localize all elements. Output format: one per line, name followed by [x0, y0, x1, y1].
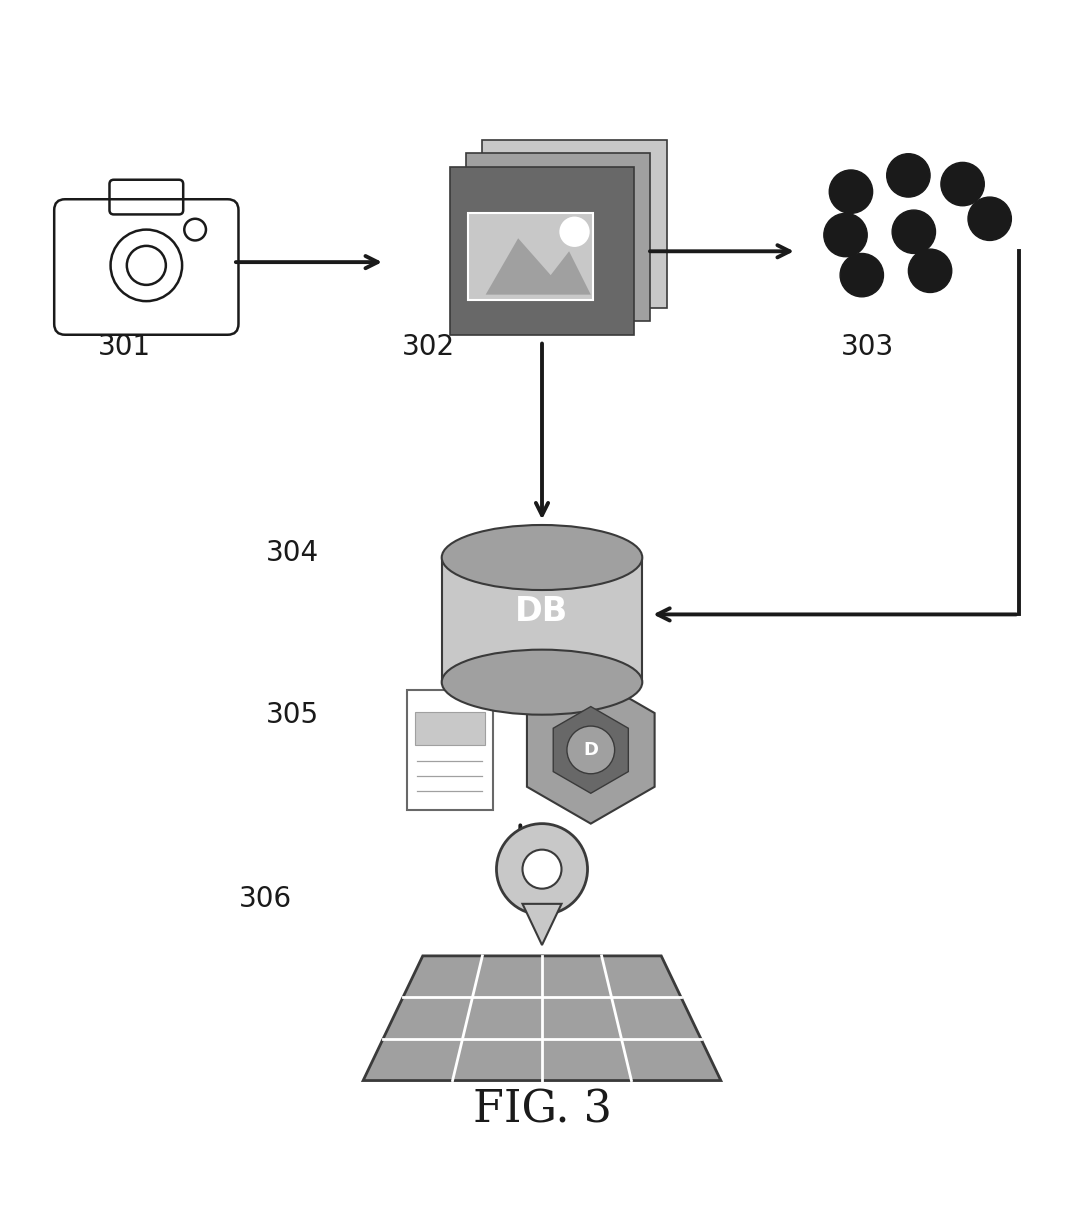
Text: 303: 303	[840, 333, 894, 361]
Circle shape	[567, 726, 615, 773]
Ellipse shape	[442, 525, 642, 590]
FancyBboxPatch shape	[415, 713, 485, 744]
Circle shape	[840, 253, 883, 297]
Circle shape	[496, 823, 588, 915]
Circle shape	[824, 213, 867, 257]
Text: 305: 305	[266, 702, 320, 730]
Polygon shape	[363, 956, 721, 1080]
Circle shape	[892, 209, 935, 253]
Text: DB: DB	[515, 594, 569, 627]
Text: FIG. 3: FIG. 3	[473, 1088, 611, 1132]
Circle shape	[908, 250, 952, 292]
FancyBboxPatch shape	[466, 153, 650, 322]
Text: 302: 302	[401, 333, 455, 361]
Circle shape	[941, 162, 984, 206]
Polygon shape	[527, 676, 655, 823]
Circle shape	[887, 153, 930, 197]
Text: 304: 304	[266, 538, 320, 566]
Polygon shape	[553, 706, 629, 793]
FancyBboxPatch shape	[468, 213, 593, 300]
FancyBboxPatch shape	[450, 167, 634, 335]
Polygon shape	[522, 904, 562, 945]
Ellipse shape	[442, 649, 642, 715]
Circle shape	[522, 850, 562, 889]
FancyBboxPatch shape	[482, 140, 667, 308]
Polygon shape	[486, 239, 591, 295]
Text: D: D	[583, 741, 598, 759]
Circle shape	[559, 217, 590, 247]
Circle shape	[829, 171, 873, 213]
Text: 301: 301	[98, 333, 152, 361]
Text: 306: 306	[238, 885, 293, 914]
Circle shape	[968, 197, 1011, 240]
FancyBboxPatch shape	[406, 691, 493, 810]
FancyBboxPatch shape	[442, 558, 642, 682]
